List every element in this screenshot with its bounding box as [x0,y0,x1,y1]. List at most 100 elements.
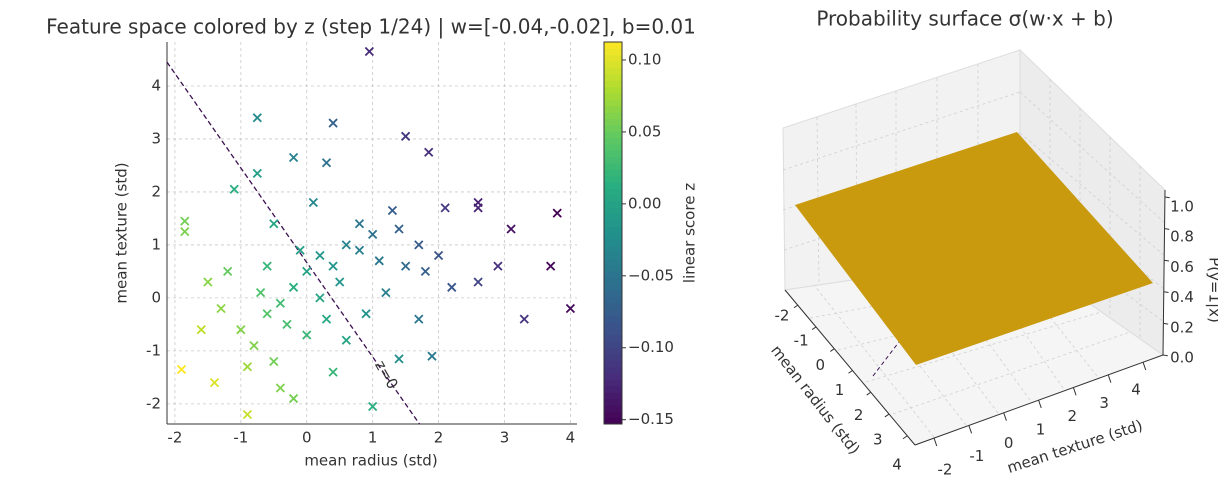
point [400,261,411,271]
colorbar-band [604,42,622,49]
colorbar-tick-label: 0.10 [628,50,661,68]
colorbar-band [604,131,622,138]
point [229,184,239,194]
point [354,219,365,229]
tick-mark [1003,412,1007,421]
tick-label: 3 [873,431,883,449]
chart-title: Probability surface σ(w·x + b) [816,7,1113,31]
colorbar-band [604,150,622,158]
point [315,250,325,261]
point [341,335,351,345]
colorbar-band [604,80,622,88]
x-tick-label: 2 [434,429,444,447]
tick-mark [793,304,799,309]
point [424,147,434,157]
colorbar-band [604,226,622,234]
projected-boundary [872,337,903,377]
x-tick-label: 0 [302,429,312,447]
colorbar-band [604,137,622,145]
colorbar-band [604,258,622,266]
point [262,261,272,271]
colorbar-tick-label: −0.05 [628,266,674,284]
tick-mark [830,348,835,352]
colorbar-band [604,67,622,75]
tick-mark [1038,399,1042,409]
tick-label: 4 [1131,381,1141,399]
colorbar-frame [603,41,623,425]
tick-label: 0 [1004,434,1014,452]
point [275,298,286,308]
tick-label: 2 [1068,407,1078,425]
y-tick-label: 3 [151,129,161,147]
point [180,216,190,226]
point [262,309,272,319]
tick-label: 0.2 [1170,318,1194,336]
point [282,319,292,330]
colorbar-band [604,309,622,317]
y-tick-label: 2 [151,182,161,200]
y-tick-label: 0 [151,288,161,306]
colorbar-band [604,252,622,259]
colorbar-band [604,86,622,94]
colorbar-band [604,201,622,209]
colorbar-band [604,169,622,177]
point [493,261,503,271]
point [176,364,187,375]
colorbar-band [604,143,622,151]
tick-mark [968,425,973,434]
axes-3d [782,48,1166,446]
point [440,203,450,213]
colorbar-band [604,112,622,119]
colorbar-band [604,207,622,215]
colorbar-band [604,366,622,374]
point [473,197,483,208]
colorbar-band [604,73,622,81]
point [374,256,384,266]
point [216,303,226,314]
colorbar-band [604,417,622,425]
tick-mark [866,391,871,396]
colorbar-band [604,404,622,412]
point [447,282,457,292]
point [255,287,266,298]
tick-mark [1164,259,1170,262]
x-tick-label: -2 [167,429,182,447]
point [269,219,279,229]
point [223,266,233,277]
colorbar-band [604,239,622,247]
point [321,158,332,168]
colorbar-band [604,48,622,56]
tick-label: 0.6 [1170,258,1194,276]
point [473,277,483,287]
tick-label: 3 [1099,394,1109,412]
point [565,303,576,314]
y-tick-label: 4 [151,76,161,94]
point [242,409,253,420]
colorbar-band [604,220,622,228]
tick-label: 1 [1036,421,1046,439]
colorbar-band [604,360,622,368]
y-tick-label: -2 [146,394,161,412]
colorbar-band [604,353,622,361]
point [361,309,371,319]
colorbar-band [604,156,622,164]
point [394,224,404,234]
point [354,245,365,255]
tick-label: 0.8 [1170,228,1194,246]
colorbar-band [604,118,622,126]
point [506,224,516,234]
point [328,261,338,271]
point [321,314,332,324]
tick-mark [1142,361,1147,371]
colorbar-band [604,379,622,387]
colorbar-band [604,290,622,298]
point [368,229,378,239]
point [387,205,398,216]
y-tick-label: -1 [146,341,161,359]
colorbar-band [604,334,622,342]
colorbar-tick-label: 0.00 [628,194,661,212]
tick-label: 4 [892,456,902,474]
point [203,277,213,287]
colorbar-band [604,175,622,183]
point [414,314,424,324]
